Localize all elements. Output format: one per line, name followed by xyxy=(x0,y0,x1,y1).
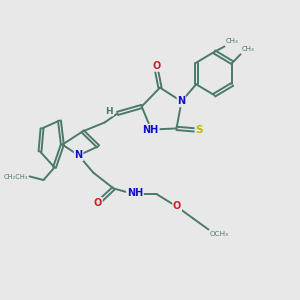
Text: NH: NH xyxy=(127,188,143,199)
Text: O: O xyxy=(173,201,181,212)
Text: CH₂CH₃: CH₂CH₃ xyxy=(4,174,28,180)
Text: S: S xyxy=(195,125,203,135)
Text: OCH₃: OCH₃ xyxy=(210,231,229,237)
Text: H: H xyxy=(106,106,113,116)
Text: O: O xyxy=(94,198,102,208)
Text: N: N xyxy=(75,150,83,161)
Text: N: N xyxy=(177,96,185,106)
Text: CH₃: CH₃ xyxy=(242,46,254,52)
Text: NH: NH xyxy=(142,124,159,135)
Text: CH₃: CH₃ xyxy=(226,38,238,44)
Text: O: O xyxy=(152,61,160,71)
